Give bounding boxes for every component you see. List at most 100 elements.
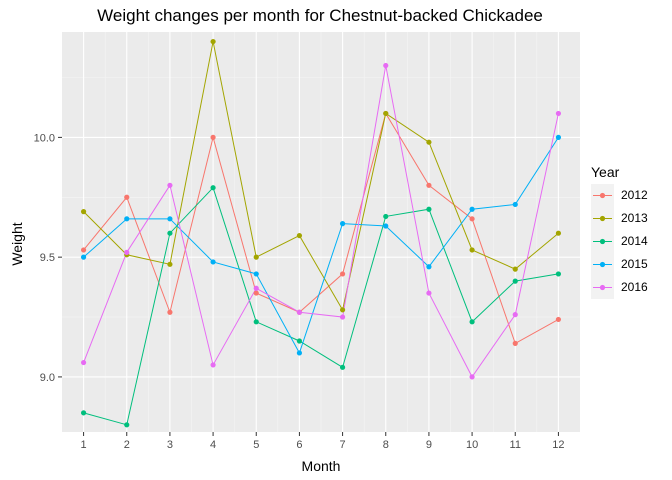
- legend-key: [591, 230, 614, 253]
- x-axis-label: Month: [301, 458, 341, 474]
- data-point-2015: [339, 221, 346, 227]
- data-point-2012: [167, 309, 173, 315]
- data-point-2016: [124, 249, 130, 255]
- legend-label: 2013: [621, 211, 648, 225]
- data-point-2016: [469, 374, 475, 380]
- x-tick-label: 5: [253, 439, 259, 451]
- legend-item-2013: 2013: [591, 207, 648, 230]
- data-point-2015: [469, 206, 475, 212]
- data-point-2013: [253, 254, 259, 260]
- data-point-2014: [426, 206, 432, 212]
- x-tick-label: 6: [296, 439, 302, 451]
- data-point-2014: [253, 319, 259, 325]
- legend-item-2015: 2015: [591, 253, 648, 276]
- data-point-2013: [383, 110, 389, 117]
- legend-title: Year: [591, 164, 620, 180]
- x-tick-label: 12: [552, 439, 564, 451]
- x-tick-label: 8: [383, 439, 389, 451]
- data-point-2014: [512, 278, 518, 284]
- data-point-2013: [296, 232, 303, 239]
- data-point-2013: [512, 266, 518, 272]
- data-point-2012: [469, 216, 475, 222]
- y-tick-label: 10.0: [34, 132, 55, 144]
- legend: Year 2012 2013 2014 2015 2016: [591, 164, 648, 299]
- data-point-2014: [555, 271, 562, 277]
- data-point-2016: [80, 359, 87, 366]
- data-point-2014: [339, 364, 346, 370]
- data-point-2014: [469, 319, 475, 325]
- legend-label: 2016: [621, 280, 648, 294]
- series-line-2016: [83, 65, 559, 378]
- data-point-2016: [296, 309, 303, 315]
- data-point-2014: [80, 410, 87, 416]
- data-point-2012: [253, 290, 259, 296]
- data-point-2012: [555, 316, 562, 323]
- data-point-2013: [167, 261, 173, 267]
- y-axis-label: Weight: [9, 222, 25, 266]
- series-line-2015: [83, 137, 559, 355]
- legend-label: 2012: [621, 188, 648, 202]
- x-tick-label: 1: [81, 439, 87, 451]
- x-tick-label: 9: [426, 439, 432, 451]
- legend-key: [591, 184, 614, 207]
- legend-label: 2015: [621, 257, 648, 271]
- x-tick-label: 10: [466, 439, 478, 451]
- data-point-2013: [555, 230, 562, 236]
- data-point-2016: [339, 314, 346, 320]
- data-point-2015: [512, 201, 518, 208]
- data-point-2012: [512, 340, 518, 346]
- x-tick-label: 4: [210, 439, 216, 451]
- data-point-2015: [167, 216, 173, 222]
- series-line-2013: [83, 41, 559, 312]
- data-point-2015: [555, 134, 562, 140]
- data-point-2012: [426, 182, 432, 188]
- legend-item-2014: 2014: [591, 230, 648, 253]
- series-line-2014: [83, 186, 559, 426]
- data-point-2016: [383, 62, 389, 69]
- data-point-2013: [80, 209, 87, 215]
- data-point-2016: [167, 182, 173, 188]
- data-point-2015: [426, 264, 432, 270]
- data-point-2016: [512, 312, 518, 318]
- data-point-2016: [555, 110, 562, 117]
- legend-label: 2014: [621, 234, 648, 248]
- legend-items: 2012 2013 2014 2015 2016: [591, 184, 648, 299]
- x-tick-label: 3: [167, 439, 173, 451]
- legend-key: [591, 253, 614, 276]
- legend-key: [591, 276, 614, 299]
- y-tick-label: 9.5: [40, 252, 55, 264]
- data-point-2012: [339, 271, 346, 277]
- data-point-2016: [426, 290, 432, 296]
- data-point-2013: [210, 38, 216, 45]
- data-point-2015: [253, 271, 259, 277]
- series-line-2012: [83, 112, 559, 345]
- data-point-2016: [210, 362, 216, 368]
- data-point-2015: [383, 223, 389, 229]
- legend-item-2016: 2016: [591, 276, 648, 299]
- x-tick-label: 2: [124, 439, 130, 451]
- data-point-2013: [426, 139, 432, 145]
- data-point-2015: [210, 259, 216, 265]
- data-point-2013: [339, 307, 346, 313]
- data-point-2014: [124, 422, 130, 428]
- data-point-2015: [124, 216, 130, 222]
- data-point-2012: [124, 194, 130, 200]
- chart-title: Weight changes per month for Chestnut-ba…: [97, 6, 543, 25]
- data-point-2014: [210, 185, 216, 191]
- legend-item-2012: 2012: [591, 184, 648, 207]
- data-point-2015: [296, 350, 303, 356]
- data-point-2012: [80, 247, 87, 253]
- data-point-2013: [469, 247, 475, 253]
- data-point-2012: [210, 134, 216, 140]
- x-tick-label: 11: [510, 439, 521, 451]
- data-point-2014: [383, 213, 389, 220]
- y-tick-label: 9.0: [40, 372, 55, 384]
- data-point-2014: [296, 338, 303, 344]
- legend-key: [591, 207, 614, 230]
- data-point-2016: [253, 285, 259, 291]
- data-point-2015: [80, 254, 87, 260]
- x-tick-label: 7: [340, 439, 346, 451]
- data-point-2014: [167, 230, 173, 236]
